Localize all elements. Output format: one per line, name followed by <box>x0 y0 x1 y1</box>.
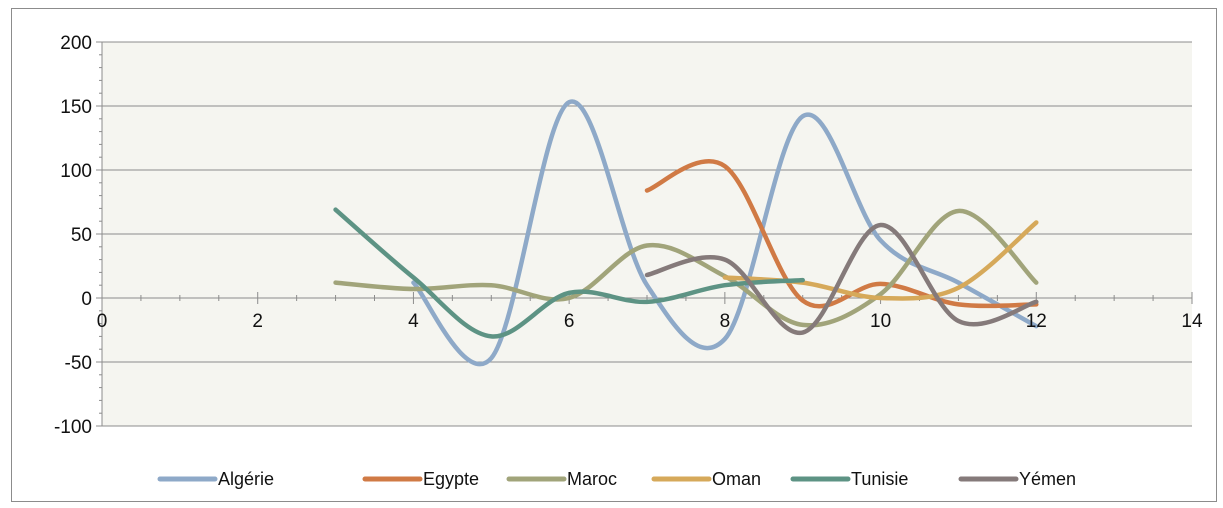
y-tick-label: -100 <box>54 417 92 438</box>
x-tick-label: 0 <box>97 311 108 332</box>
x-tick-label: 6 <box>564 311 575 332</box>
y-tick-label: 200 <box>60 33 92 54</box>
legend: Algérie Egypte Maroc Oman Tunisie Yémen <box>157 469 1076 489</box>
x-tick-label: 14 <box>1181 311 1203 332</box>
x-tick-label: 2 <box>252 311 263 332</box>
y-tick-label: 100 <box>60 161 92 182</box>
legend-label: Oman <box>712 469 761 489</box>
legend-label: Yémen <box>1019 469 1076 489</box>
x-tick-label: 4 <box>408 311 419 332</box>
y-tick-label: -50 <box>65 353 92 374</box>
y-tick-label: 50 <box>71 225 92 246</box>
series-line <box>644 222 1039 335</box>
legend-label: Algérie <box>218 469 274 489</box>
series-line <box>644 159 1039 309</box>
axes <box>96 41 1193 427</box>
legend-label: Tunisie <box>851 469 908 489</box>
series-line <box>333 207 805 339</box>
series-line <box>333 208 1039 328</box>
x-tick-label: 10 <box>870 311 891 332</box>
series-line <box>411 99 1039 367</box>
x-tick-label: 12 <box>1026 311 1047 332</box>
y-tick-label: 0 <box>81 289 92 310</box>
y-tick-label: 150 <box>60 97 92 118</box>
legend-label: Maroc <box>567 469 617 489</box>
x-tick-label: 8 <box>720 311 731 332</box>
series-lines <box>333 99 1039 367</box>
legend-label: Egypte <box>423 469 479 489</box>
